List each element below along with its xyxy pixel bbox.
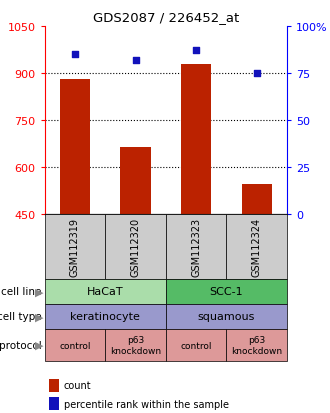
Point xyxy=(193,48,199,55)
Text: p63
knockdown: p63 knockdown xyxy=(231,335,282,355)
Text: percentile rank within the sample: percentile rank within the sample xyxy=(64,399,229,409)
Text: control: control xyxy=(59,341,91,350)
Text: GSM112319: GSM112319 xyxy=(70,218,80,276)
Text: count: count xyxy=(64,380,92,390)
Bar xyxy=(45,329,105,361)
Text: keratinocyte: keratinocyte xyxy=(70,312,140,322)
Bar xyxy=(105,329,166,361)
Bar xyxy=(181,64,211,215)
Point xyxy=(254,71,259,77)
Title: GDS2087 / 226452_at: GDS2087 / 226452_at xyxy=(93,11,239,24)
Bar xyxy=(166,215,226,279)
Bar xyxy=(166,304,287,329)
Text: p63
knockdown: p63 knockdown xyxy=(110,335,161,355)
Bar xyxy=(45,215,105,279)
Text: cell line: cell line xyxy=(1,287,42,297)
Text: cell type: cell type xyxy=(0,312,42,322)
Text: ▶: ▶ xyxy=(35,312,44,322)
Text: GSM112320: GSM112320 xyxy=(130,218,141,276)
Text: ▶: ▶ xyxy=(35,340,44,350)
Text: GSM112324: GSM112324 xyxy=(252,218,262,276)
Bar xyxy=(50,397,59,410)
Point xyxy=(133,57,138,64)
Bar xyxy=(45,304,166,329)
Bar xyxy=(45,279,166,304)
Text: ▶: ▶ xyxy=(35,287,44,297)
Text: control: control xyxy=(181,341,212,350)
Bar xyxy=(105,215,166,279)
Text: HaCaT: HaCaT xyxy=(87,287,123,297)
Bar xyxy=(226,329,287,361)
Text: GSM112323: GSM112323 xyxy=(191,218,201,276)
Bar xyxy=(166,279,287,304)
Text: SCC-1: SCC-1 xyxy=(210,287,243,297)
Bar xyxy=(50,379,59,392)
Point xyxy=(72,52,78,58)
Text: protocol: protocol xyxy=(0,340,42,350)
Text: squamous: squamous xyxy=(198,312,255,322)
Bar xyxy=(226,215,287,279)
Bar xyxy=(120,147,151,215)
Bar xyxy=(60,80,90,215)
Bar xyxy=(242,185,272,215)
Bar xyxy=(166,329,226,361)
